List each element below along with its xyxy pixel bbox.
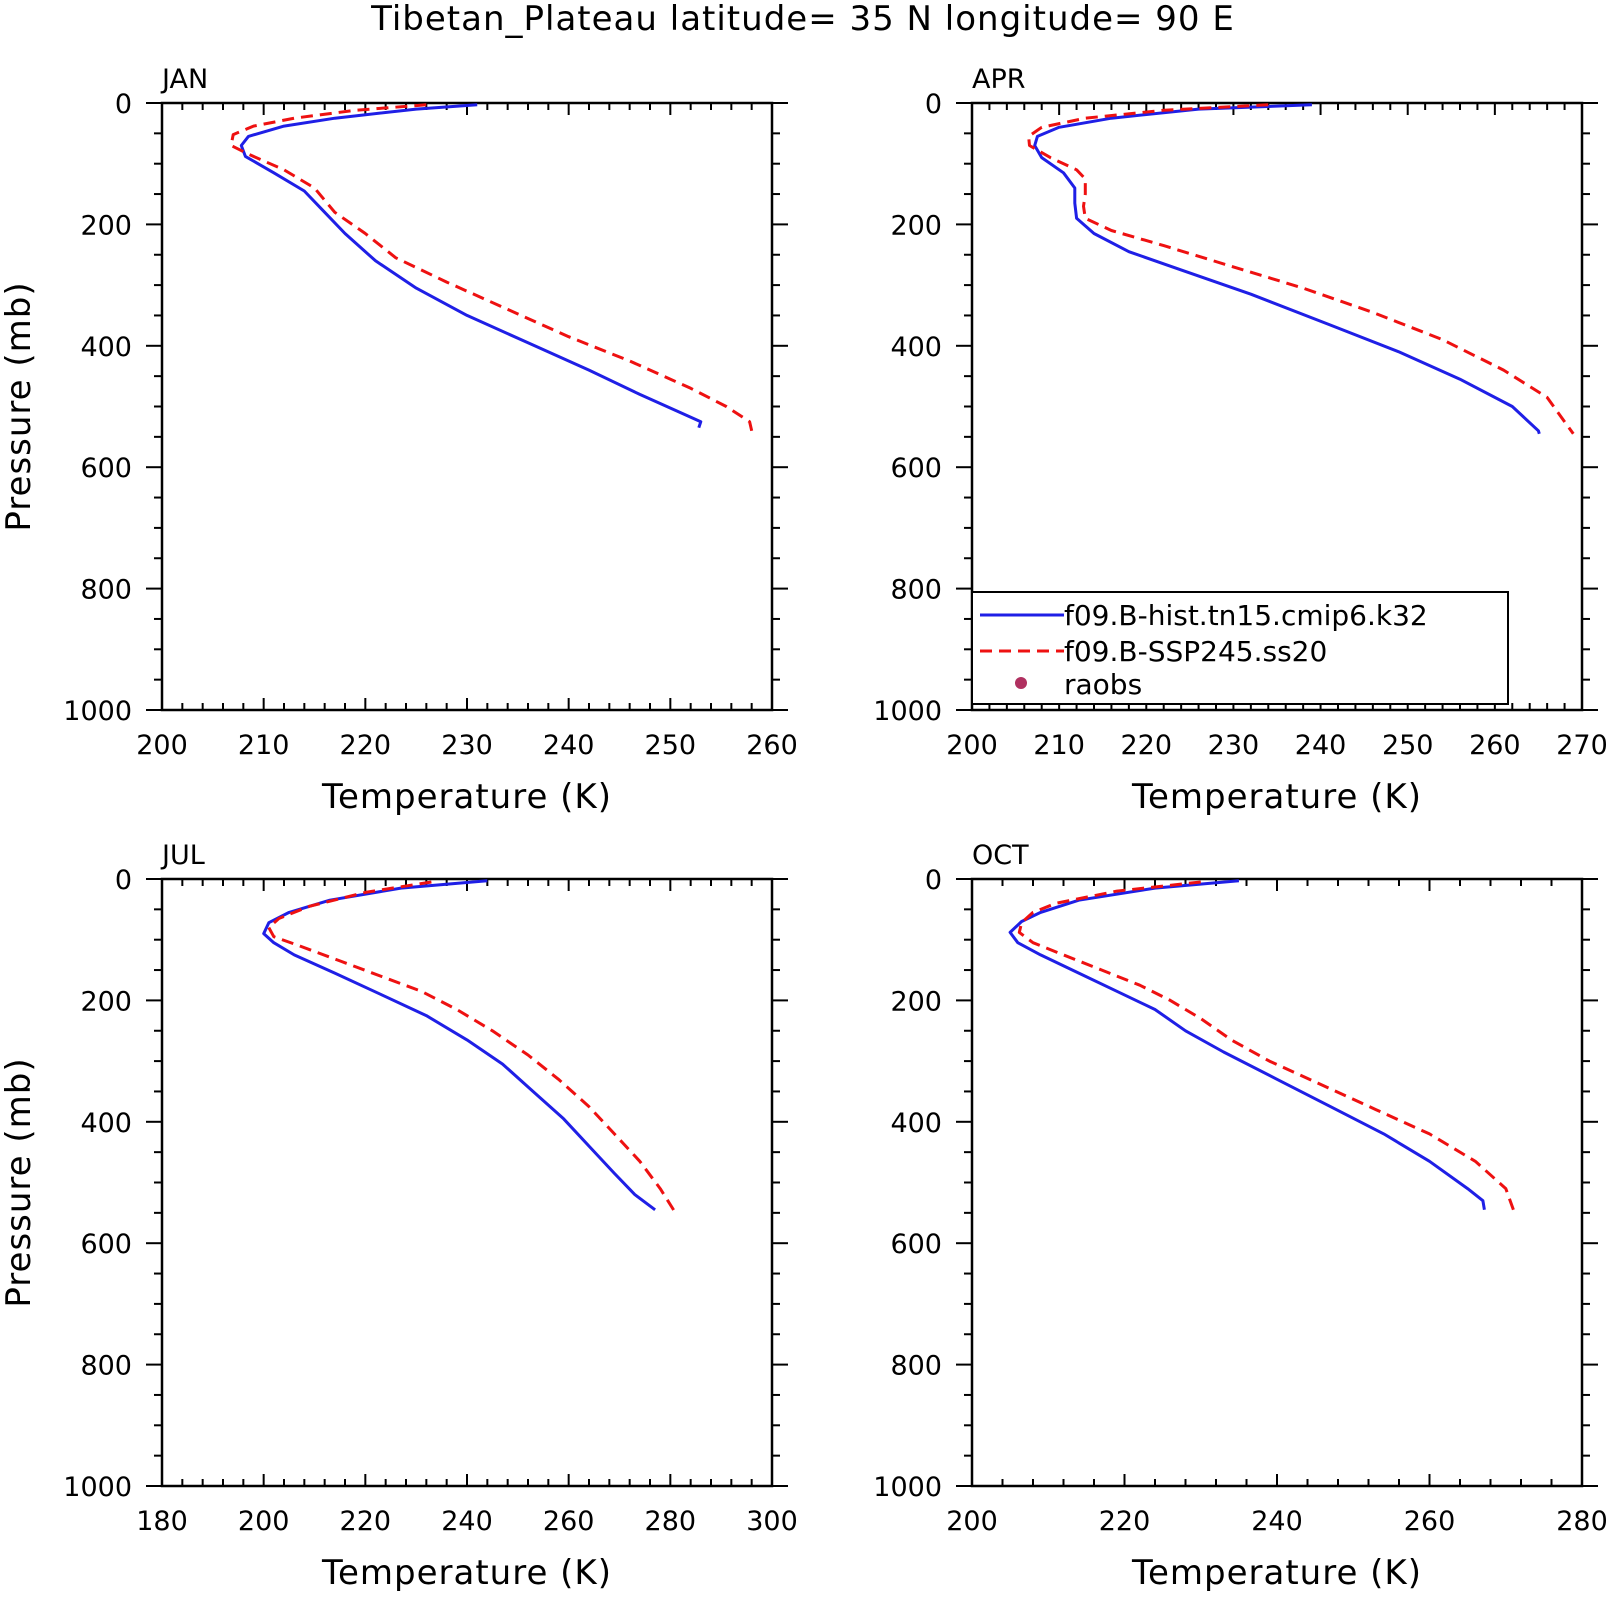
panel-title: JAN: [160, 64, 208, 95]
x-tick-label: 240: [543, 730, 595, 761]
series-line-ssp245: [1027, 103, 1575, 435]
x-axis-label: Temperature (K): [1131, 1553, 1422, 1593]
series-line-hist: [239, 103, 703, 429]
panel-jul: JUL 180 200 220 240 260 280 300 0 200 400 600 800 100…: [0, 840, 798, 1593]
y-tick-label: 200: [890, 986, 942, 1017]
x-tick-label: 240: [1251, 1506, 1303, 1537]
legend-box: [971, 591, 1509, 705]
x-tick-label: 260: [746, 730, 798, 761]
y-tick-label: 400: [80, 1108, 132, 1139]
y-tick-label: 400: [890, 1108, 942, 1139]
x-axis-label: Temperature (K): [321, 777, 612, 817]
y-tick-label: 200: [80, 986, 132, 1017]
x-tick-label: 220: [1121, 730, 1173, 761]
y-tick-label: 0: [925, 865, 942, 896]
series-line-hist: [1033, 103, 1541, 435]
panel-title: OCT: [972, 840, 1029, 871]
x-tick-label: 280: [645, 1506, 697, 1537]
y-tick-label: 800: [890, 1351, 942, 1382]
x-tick-label: 210: [238, 730, 290, 761]
x-tick-label: 240: [1295, 730, 1347, 761]
y-axis-label: Pressure (mb): [0, 281, 39, 531]
legend-marker-raobs: [1015, 677, 1027, 689]
panel-jan: JAN 200 210 220 230 240 250 260 0 200 400 600 800 100…: [0, 64, 798, 817]
y-tick-label: 800: [890, 575, 942, 606]
panel-oct: OCT 200 220 240 260 280 0 200 400 600 800 1000 Tempe…: [873, 840, 1606, 1593]
legend-entry-hist: f09.B-hist.tn15.cmip6.k32: [1064, 599, 1428, 632]
y-tick-label: 600: [80, 1229, 132, 1260]
x-tick-label: 260: [1404, 1506, 1456, 1537]
x-tick-label: 180: [136, 1506, 188, 1537]
legend-entry-ssp245: f09.B-SSP245.ss20: [1064, 635, 1327, 668]
series-line-hist: [262, 879, 656, 1212]
panel-apr: APR 200 210 220 230 240 250 260 270 0 200 400 600 800…: [873, 64, 1606, 817]
x-tick-label: 250: [645, 730, 697, 761]
legend-entry-raobs: raobs: [1064, 668, 1142, 701]
x-axis-label: Temperature (K): [1131, 777, 1422, 817]
legend: f09.B-hist.tn15.cmip6.k32 f09.B-SSP245.s…: [971, 591, 1509, 705]
y-tick-label: 1000: [63, 1472, 132, 1503]
y-tick-label: 600: [80, 453, 132, 484]
y-tick-label: 1000: [873, 1472, 942, 1503]
figure-title: Tibetan_Plateau latitude= 35 N longitude…: [370, 0, 1235, 39]
series-line-ssp245: [267, 880, 677, 1214]
x-tick-label: 250: [1382, 730, 1434, 761]
x-axis-label: Temperature (K): [321, 1553, 612, 1593]
x-tick-label: 240: [441, 1506, 493, 1537]
x-tick-label: 230: [1208, 730, 1260, 761]
x-tick-label: 260: [543, 1506, 595, 1537]
y-tick-label: 400: [80, 332, 132, 363]
y-tick-label: 0: [925, 89, 942, 120]
x-tick-label: 200: [136, 730, 188, 761]
x-tick-label: 280: [1556, 1506, 1606, 1537]
x-tick-label: 230: [441, 730, 493, 761]
y-tick-label: 600: [890, 453, 942, 484]
y-tick-label: 800: [80, 575, 132, 606]
y-tick-label: 0: [115, 865, 132, 896]
x-tick-label: 260: [1469, 730, 1521, 761]
panels: JAN 200 210 220 230 240 250 260 0 200 400 600 800 100…: [0, 64, 1606, 1593]
plot-frame: [160, 877, 774, 1488]
x-tick-label: 210: [1033, 730, 1085, 761]
plot-frame: [970, 877, 1584, 1488]
plot-frame: [160, 101, 774, 712]
series-line-ssp245: [1017, 880, 1515, 1211]
panel-title: JUL: [160, 840, 205, 871]
y-axis-label: Pressure (mb): [0, 1057, 39, 1307]
y-tick-label: 200: [890, 210, 942, 241]
x-tick-label: 220: [340, 730, 392, 761]
x-tick-label: 300: [746, 1506, 798, 1537]
x-tick-label: 220: [340, 1506, 392, 1537]
series-line-hist: [1008, 879, 1486, 1211]
y-tick-label: 600: [890, 1229, 942, 1260]
panel-title: APR: [972, 64, 1026, 95]
y-tick-label: 1000: [873, 696, 942, 727]
y-tick-label: 800: [80, 1351, 132, 1382]
x-tick-label: 200: [946, 730, 998, 761]
series-line-ssp245: [229, 103, 754, 432]
x-tick-label: 270: [1556, 730, 1606, 761]
y-tick-label: 1000: [63, 696, 132, 727]
x-tick-label: 200: [238, 1506, 290, 1537]
x-tick-label: 220: [1099, 1506, 1151, 1537]
y-tick-label: 200: [80, 210, 132, 241]
x-tick-label: 200: [946, 1506, 998, 1537]
y-tick-label: 400: [890, 332, 942, 363]
y-tick-label: 0: [115, 89, 132, 120]
